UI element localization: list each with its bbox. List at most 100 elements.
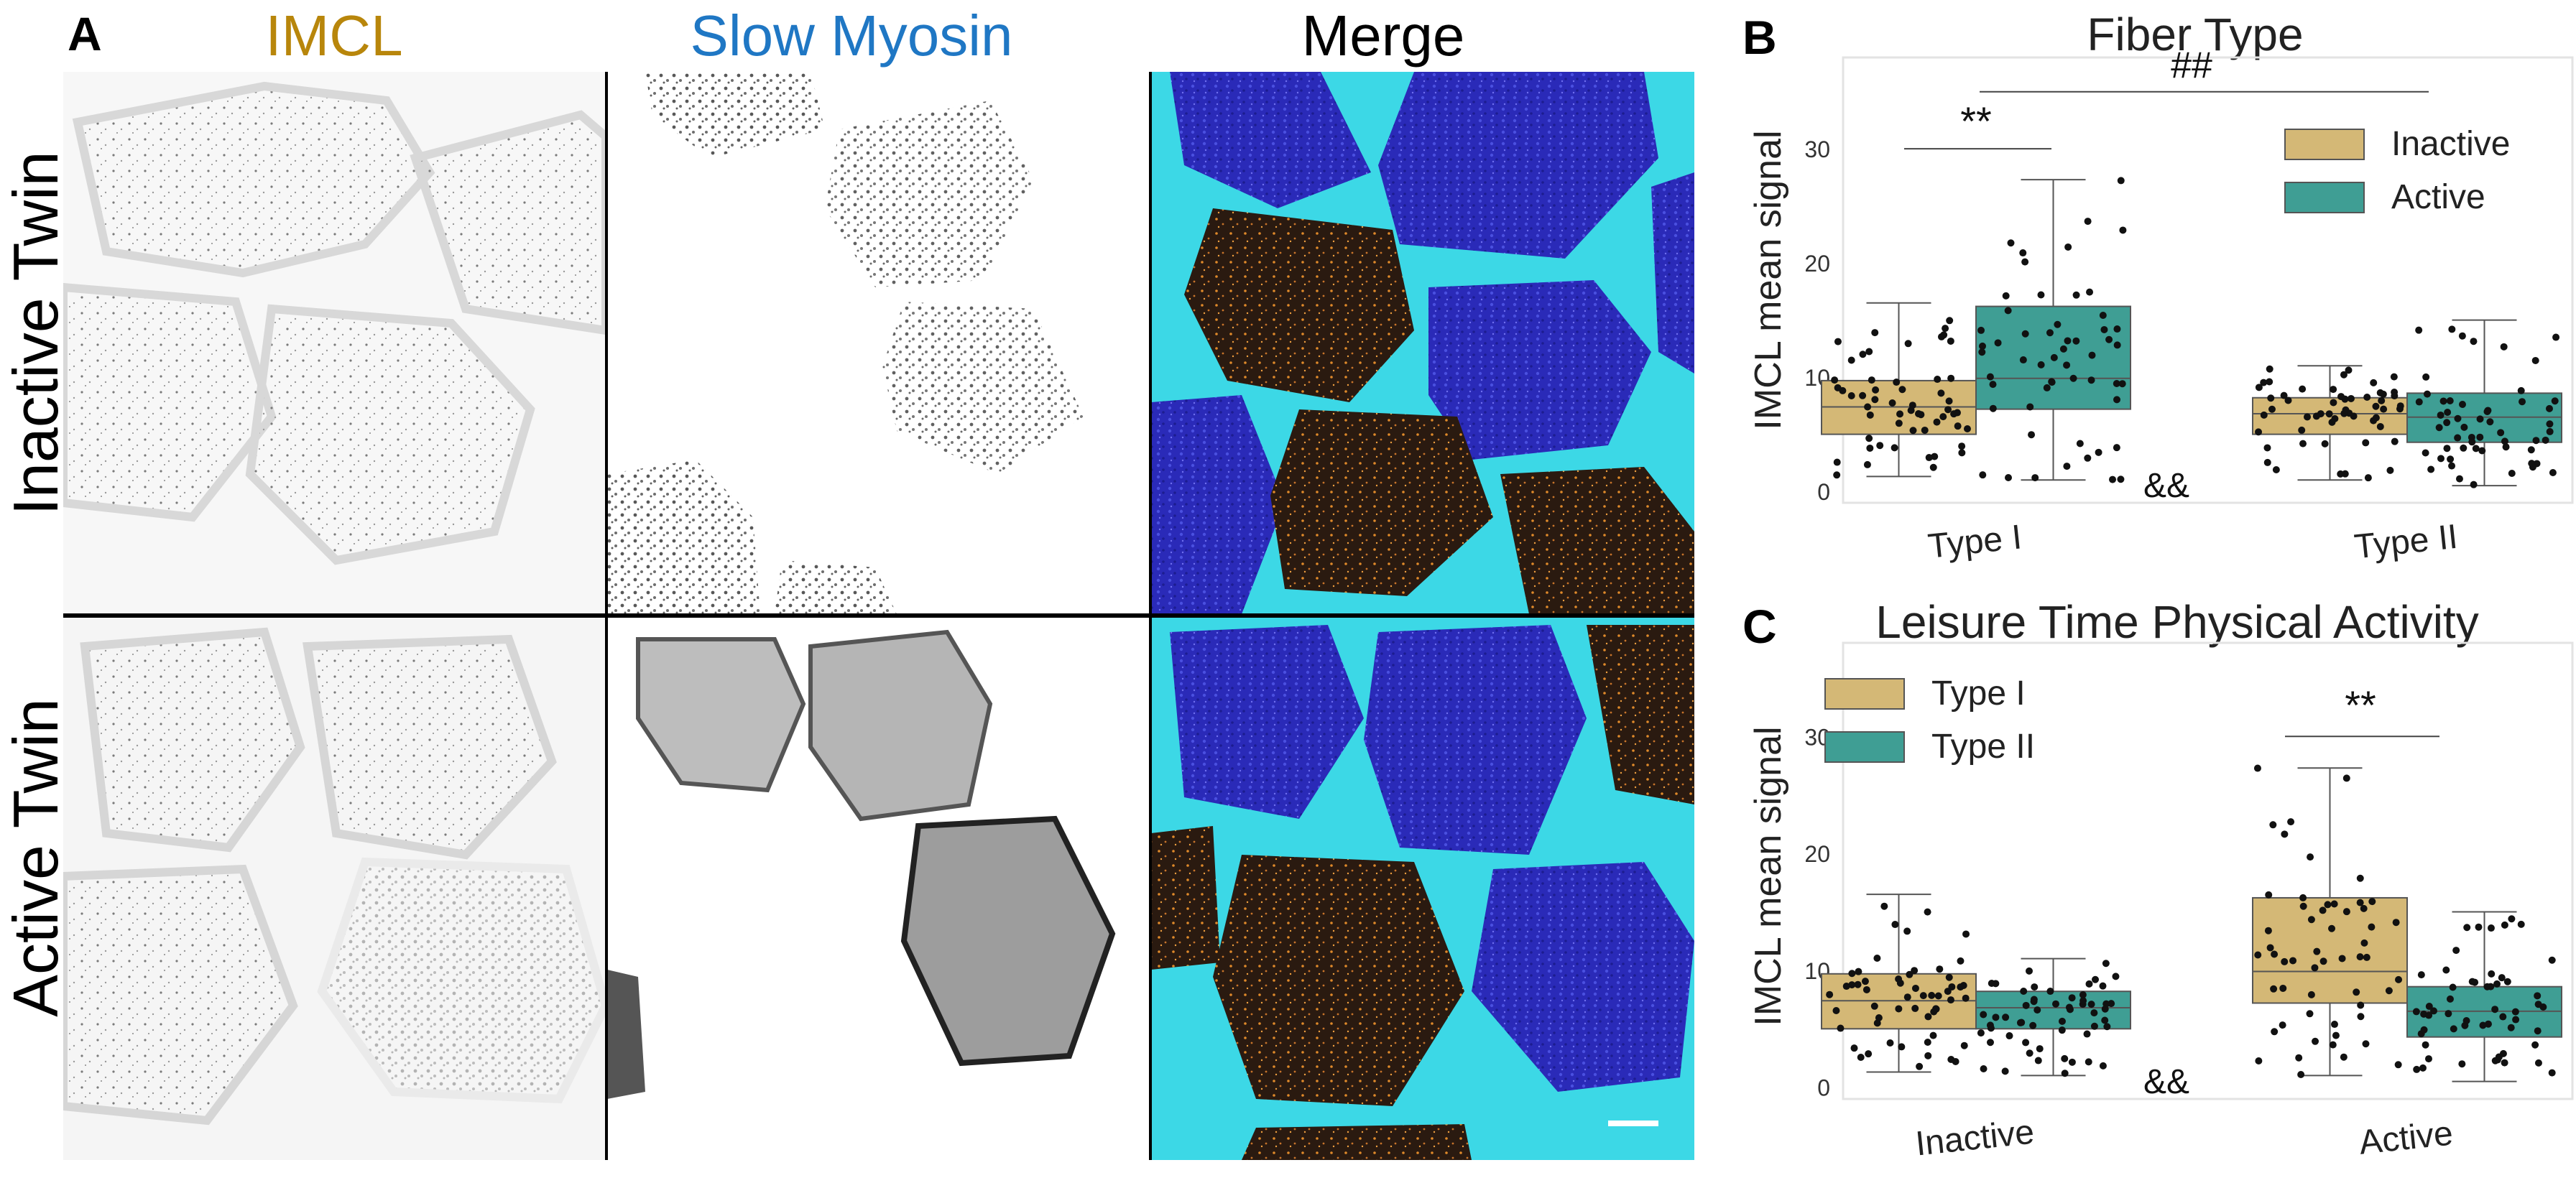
- data-point: [1936, 965, 1944, 973]
- y-tick-label: 20: [1804, 251, 1830, 277]
- data-point: [2484, 1020, 2492, 1028]
- legend-swatch: [1824, 678, 1905, 710]
- data-point: [2422, 1041, 2429, 1049]
- data-point: [1962, 930, 1970, 938]
- data-point: [2342, 406, 2350, 414]
- data-point: [2353, 988, 2360, 996]
- data-point: [2289, 957, 2297, 965]
- data-point: [2420, 1026, 2428, 1034]
- data-point: [1847, 356, 1855, 364]
- data-point: [1989, 404, 1997, 412]
- data-point: [2444, 408, 2452, 416]
- data-point: [2545, 404, 2553, 412]
- data-point: [2313, 947, 2321, 955]
- data-point: [1854, 980, 1862, 988]
- data-point: [2357, 1013, 2365, 1021]
- data-point: [1864, 403, 1872, 411]
- data-point: [2552, 333, 2560, 341]
- data-point: [2064, 337, 2072, 345]
- significance-marker: **: [1960, 98, 1992, 144]
- data-point: [2546, 420, 2554, 428]
- y-tick-label: 30: [1804, 136, 1830, 162]
- significance-annotations: ** &&: [2143, 682, 2439, 1101]
- data-point: [2028, 431, 2036, 439]
- data-point: [2437, 455, 2445, 463]
- data-point: [2083, 1030, 2091, 1038]
- data-point: [2117, 475, 2125, 483]
- data-point: [2090, 1009, 2098, 1017]
- data-point: [1978, 348, 1986, 356]
- data-point: [2266, 378, 2273, 386]
- data-point: [1925, 454, 1933, 462]
- data-point: [1979, 342, 1987, 350]
- data-point: [2267, 394, 2275, 402]
- data-point: [1916, 1062, 1924, 1070]
- data-point: [2542, 436, 2549, 444]
- data-point: [2476, 433, 2484, 441]
- data-point: [1862, 985, 1870, 993]
- data-point: [2113, 444, 2120, 452]
- data-point: [1871, 329, 1879, 337]
- data-point: [2004, 307, 2012, 315]
- data-point: [2551, 397, 2559, 405]
- data-point: [1911, 1004, 1919, 1012]
- data-point: [1895, 1005, 1903, 1013]
- data-point: [2531, 356, 2539, 364]
- data-point: [2002, 292, 2010, 300]
- data-point: [2425, 1011, 2433, 1019]
- data-point: [2442, 966, 2450, 974]
- data-point: [1933, 418, 1941, 426]
- data-point: [2022, 1001, 2030, 1009]
- data-point: [1928, 991, 1936, 999]
- data-point: [2269, 821, 2277, 829]
- x-tick-label: Type I: [1926, 518, 2024, 565]
- data-point: [1944, 988, 1952, 996]
- data-point: [2279, 1021, 2286, 1029]
- data-point: [2517, 920, 2525, 928]
- data-point: [1977, 326, 1985, 334]
- data-point: [2101, 1016, 2109, 1024]
- data-point: [1958, 442, 1966, 450]
- x-tick-labels: Inactive Active: [1913, 1113, 2455, 1164]
- data-point: [2099, 1062, 2107, 1070]
- data-point: [1939, 413, 1947, 421]
- data-point: [2268, 405, 2276, 413]
- data-point: [2460, 423, 2468, 431]
- data-point: [2422, 449, 2429, 457]
- data-point: [2534, 1001, 2542, 1008]
- box-type-i-active: [2252, 764, 2408, 1079]
- data-point: [2501, 437, 2508, 445]
- data-point: [1986, 373, 1994, 381]
- data-point: [2092, 975, 2100, 983]
- data-point: [2534, 992, 2542, 1000]
- data-point: [1937, 389, 1945, 397]
- data-point: [2356, 899, 2364, 906]
- data-point: [2380, 405, 2388, 413]
- box-type-ii-active: [2406, 911, 2562, 1082]
- data-point: [2415, 398, 2423, 406]
- data-point: [2479, 1021, 2487, 1029]
- data-point: [2030, 996, 2038, 1003]
- data-point: [1957, 983, 1965, 991]
- data-point: [1904, 340, 1912, 348]
- data-point: [2368, 898, 2376, 906]
- significance-marker: &&: [2143, 467, 2189, 505]
- data-point: [2324, 901, 2332, 909]
- data-point: [2458, 401, 2466, 409]
- data-point: [2447, 455, 2455, 463]
- panel-b-letter: B: [1742, 11, 1777, 64]
- data-point: [2109, 475, 2117, 483]
- data-point: [2026, 1049, 2033, 1057]
- data-point: [2337, 393, 2345, 401]
- data-point: [2281, 957, 2289, 965]
- x-tick-label: Type II: [2353, 518, 2460, 567]
- data-point: [2299, 894, 2307, 901]
- data-point: [1954, 422, 1962, 430]
- scale-bar: [1608, 1121, 1658, 1126]
- data-point: [2063, 361, 2071, 369]
- data-point: [1963, 425, 1971, 432]
- data-point: [2425, 1003, 2433, 1011]
- data-point: [2007, 239, 2015, 247]
- data-point: [1898, 386, 1906, 394]
- data-point: [2090, 1022, 2098, 1030]
